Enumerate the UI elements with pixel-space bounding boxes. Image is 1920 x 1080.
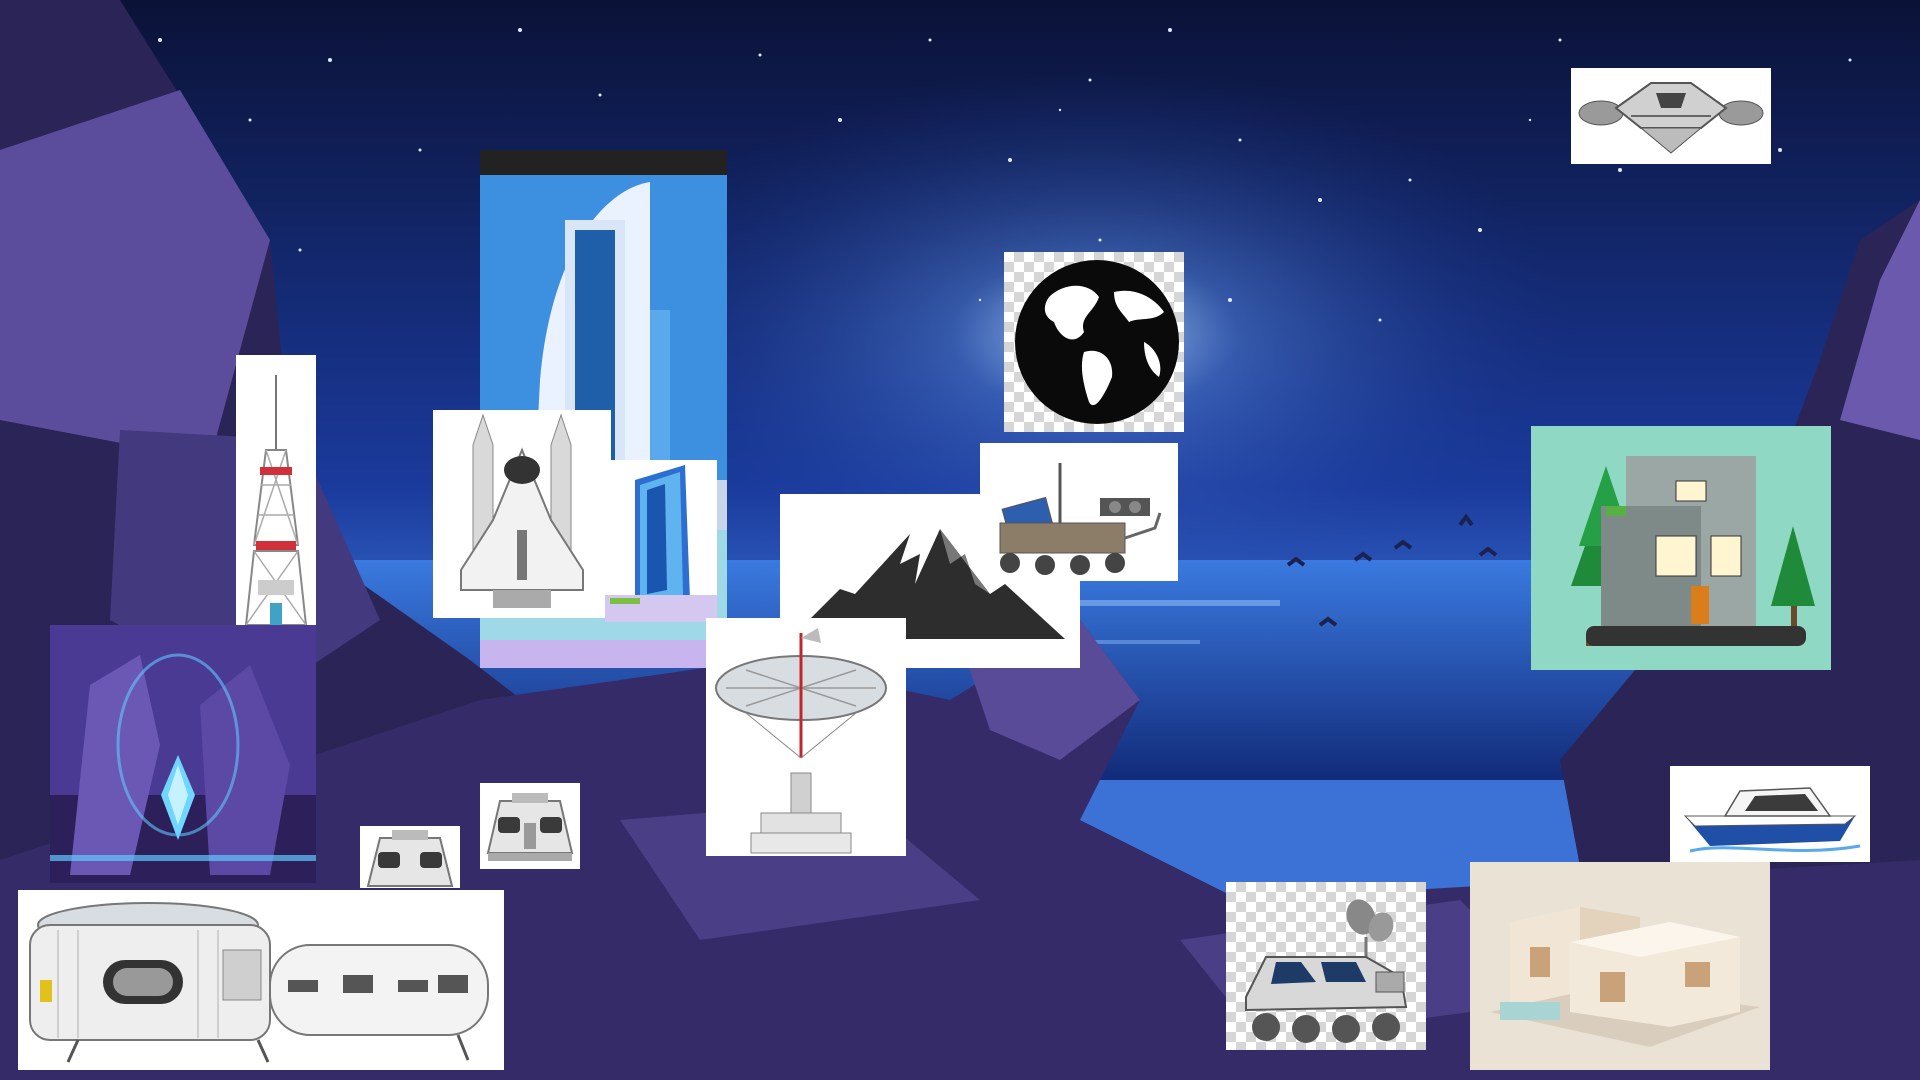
spaceship-sticker[interactable] bbox=[1571, 68, 1771, 164]
space-shuttle-icon bbox=[460, 413, 584, 608]
satellite-dish-sticker[interactable] bbox=[706, 618, 906, 856]
speedboat-sticker[interactable] bbox=[1670, 766, 1870, 862]
house-with-trees-icon bbox=[1531, 426, 1831, 670]
capsule-module-small-sticker[interactable] bbox=[360, 826, 460, 888]
glass-building-icon bbox=[605, 465, 717, 622]
globe-icon bbox=[1015, 260, 1179, 424]
capsule-module-sticker[interactable] bbox=[480, 783, 580, 869]
modern-house-model-icon bbox=[1470, 862, 1770, 1070]
house-with-trees-sticker[interactable] bbox=[1531, 426, 1831, 670]
space-station-module-icon bbox=[29, 902, 489, 1063]
crystal-cave-icon bbox=[50, 625, 316, 883]
spaceship-icon bbox=[1578, 82, 1764, 154]
capsule-module-icon bbox=[486, 793, 574, 861]
modern-house-model-sticker[interactable] bbox=[1470, 862, 1770, 1070]
radio-tower-sticker[interactable] bbox=[236, 355, 316, 633]
glass-building-sticker[interactable] bbox=[605, 460, 717, 622]
speedboat-icon bbox=[1683, 787, 1861, 853]
satellite-dish-icon bbox=[715, 628, 887, 854]
space-station-module-sticker[interactable] bbox=[18, 890, 504, 1070]
space-shuttle-sticker[interactable] bbox=[433, 410, 611, 618]
mars-rover-sticker[interactable] bbox=[980, 443, 1178, 581]
lunar-rover-icon bbox=[1245, 899, 1408, 1043]
globe-sticker[interactable] bbox=[1004, 252, 1184, 432]
crystal-cave-sticker[interactable] bbox=[50, 625, 316, 883]
capsule-module-small-icon bbox=[366, 830, 454, 887]
mountain-icon bbox=[810, 529, 1065, 639]
mars-rover-icon bbox=[999, 463, 1162, 575]
radio-tower-icon bbox=[244, 375, 308, 626]
lunar-rover-sticker[interactable] bbox=[1226, 882, 1426, 1050]
